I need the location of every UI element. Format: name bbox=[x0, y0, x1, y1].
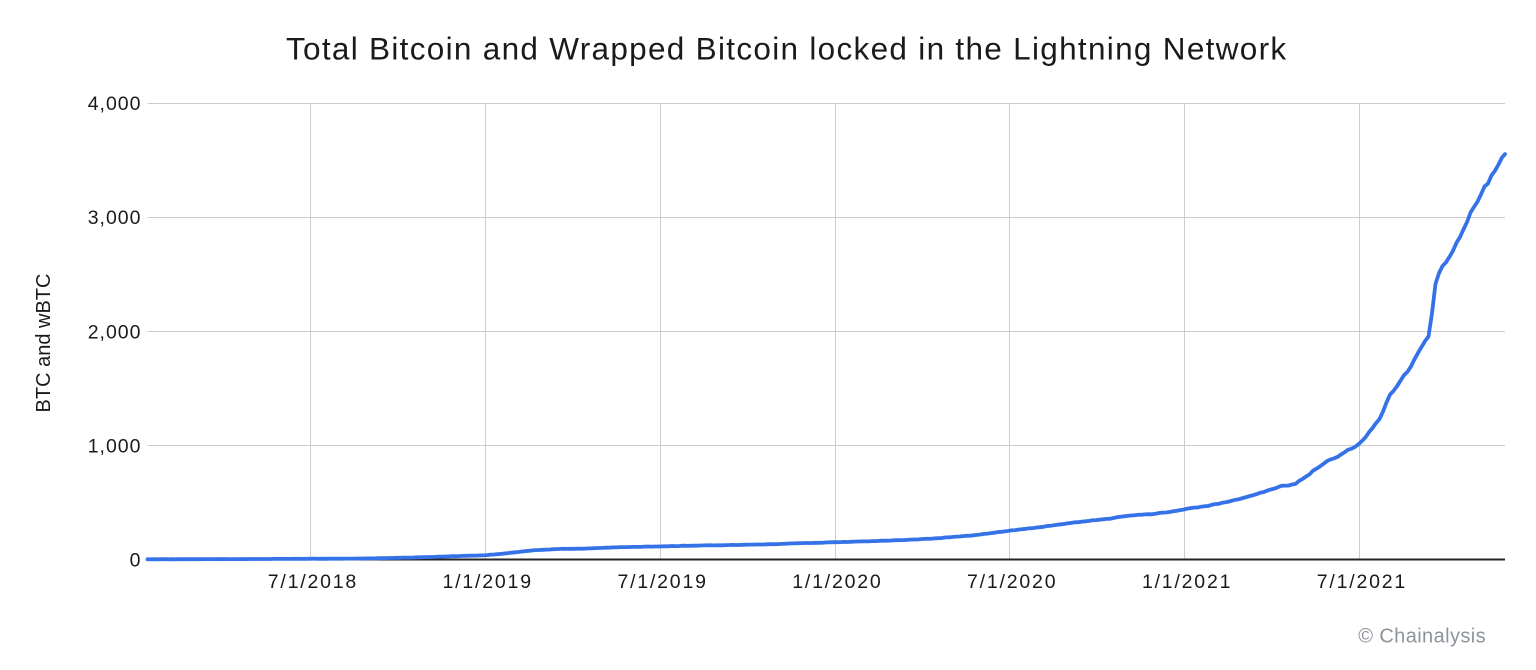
svg-text:1,000: 1,000 bbox=[88, 436, 142, 458]
svg-text:7/1/2018: 7/1/2018 bbox=[268, 571, 358, 593]
svg-text:Total Bitcoin and Wrapped Bitc: Total Bitcoin and Wrapped Bitcoin locked… bbox=[286, 31, 1287, 67]
svg-text:4,000: 4,000 bbox=[88, 93, 142, 115]
svg-text:1/1/2021: 1/1/2021 bbox=[1142, 571, 1232, 593]
svg-text:1/1/2019: 1/1/2019 bbox=[443, 571, 533, 593]
svg-text:2,000: 2,000 bbox=[88, 321, 142, 343]
svg-text:BTC and wBTC: BTC and wBTC bbox=[33, 274, 55, 413]
svg-text:0: 0 bbox=[130, 550, 142, 572]
svg-text:1/1/2020: 1/1/2020 bbox=[792, 571, 882, 593]
svg-text:7/1/2019: 7/1/2019 bbox=[617, 571, 707, 593]
svg-text:© Chainalysis: © Chainalysis bbox=[1358, 626, 1486, 648]
svg-text:3,000: 3,000 bbox=[88, 207, 142, 229]
svg-text:7/1/2020: 7/1/2020 bbox=[967, 571, 1057, 593]
svg-text:7/1/2021: 7/1/2021 bbox=[1317, 571, 1407, 593]
